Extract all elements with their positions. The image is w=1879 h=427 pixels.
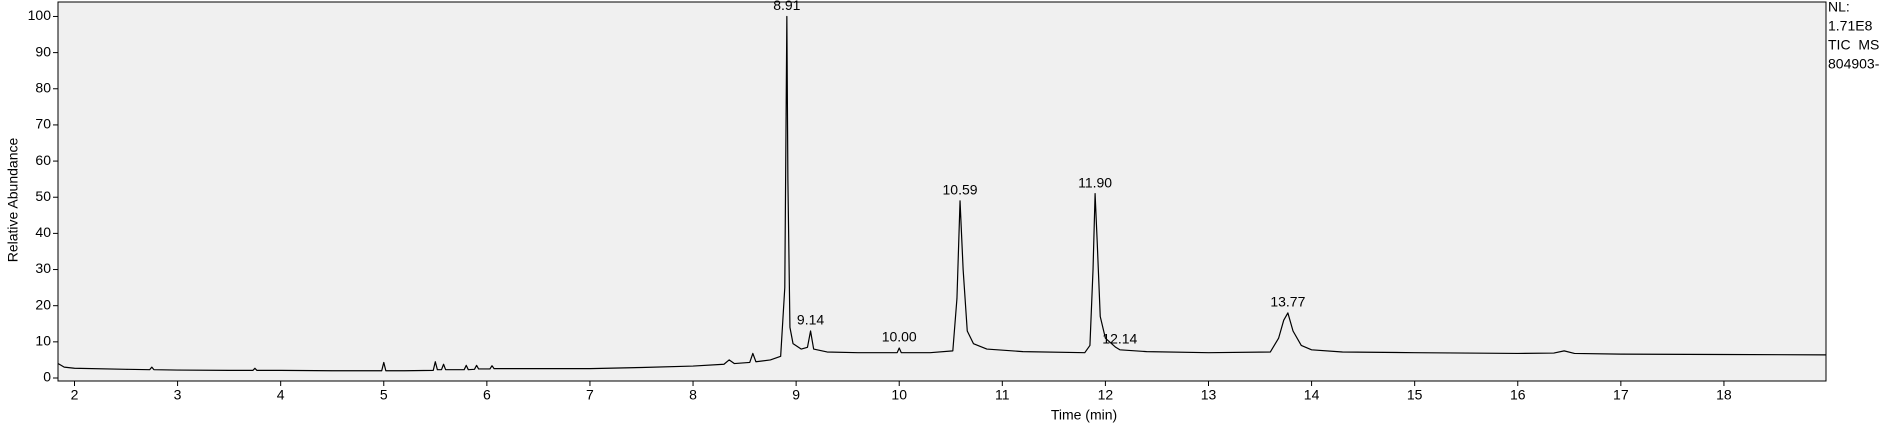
x-tick-label: 12	[1098, 387, 1114, 403]
y-tick-label: 20	[35, 296, 51, 312]
x-tick-label: 16	[1510, 387, 1526, 403]
x-tick-label: 8	[689, 387, 697, 403]
y-tick-label: 60	[35, 152, 51, 168]
x-tick-label: 14	[1304, 387, 1320, 403]
x-tick-label: 17	[1613, 387, 1629, 403]
peak-label: 13.77	[1270, 294, 1305, 310]
side-text: TIC MS	[1828, 37, 1879, 53]
y-tick-label: 30	[35, 260, 51, 276]
trace	[57, 15, 1827, 372]
side-text: 804903-	[1828, 56, 1879, 72]
x-tick-label: 18	[1716, 387, 1732, 403]
y-tick-label: 100	[28, 7, 52, 23]
x-axis-label: Time (min)	[1051, 407, 1117, 423]
y-axis-label: Relative Abundance	[5, 138, 21, 263]
peak-label: 10.00	[882, 329, 917, 345]
x-tick-label: 11	[995, 387, 1010, 403]
y-tick-label: 40	[35, 224, 51, 240]
x-tick-label: 5	[380, 387, 388, 403]
y-tick-label: 70	[35, 116, 51, 132]
x-tick-label: 15	[1407, 387, 1423, 403]
x-tick-label: 3	[174, 387, 182, 403]
x-tick-label: 13	[1201, 387, 1217, 403]
peak-label: 12.14	[1102, 331, 1137, 347]
x-tick-label: 2	[71, 387, 79, 403]
peak-label: 11.90	[1078, 174, 1112, 190]
side-text: NL:	[1828, 0, 1850, 15]
peak-label: 8.91	[773, 0, 800, 13]
y-tick-label: 80	[35, 79, 51, 95]
peak-label: 10.59	[943, 182, 978, 198]
x-tick-label: 10	[891, 387, 907, 403]
y-tick-label: 10	[35, 333, 51, 349]
x-tick-label: 4	[277, 387, 285, 403]
x-tick-label: 6	[483, 387, 491, 403]
plot-area	[57, 1, 1827, 382]
peak-label: 9.14	[797, 312, 824, 328]
y-tick-label: 0	[43, 369, 51, 385]
y-tick-label: 90	[35, 43, 51, 59]
x-tick-label: 9	[792, 387, 800, 403]
y-tick-label: 50	[35, 188, 51, 204]
side-text: 1.71E8	[1828, 18, 1873, 34]
x-tick-label: 7	[586, 387, 594, 403]
